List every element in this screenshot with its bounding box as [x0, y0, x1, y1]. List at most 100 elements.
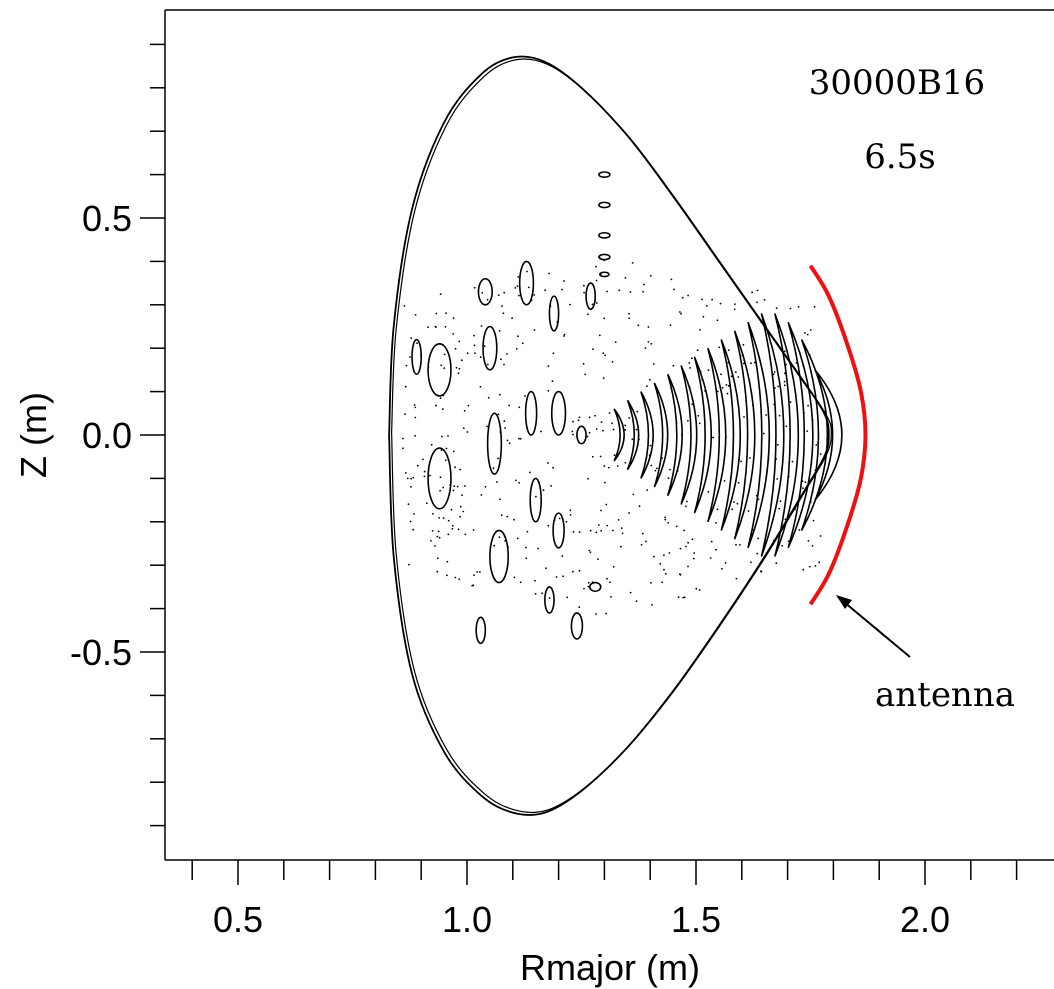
contour-dot	[514, 287, 517, 289]
contour-dot	[612, 529, 614, 532]
contour-dot	[588, 431, 591, 434]
contour-dot	[649, 378, 651, 381]
contour-dot	[695, 587, 698, 590]
contour-dot	[591, 581, 594, 583]
contour-dot	[603, 465, 606, 467]
contour-dot	[707, 369, 710, 372]
contour-dot	[516, 537, 519, 540]
contour-dot	[802, 568, 805, 571]
contour-dot	[547, 365, 550, 367]
antenna-curve	[808, 264, 868, 606]
contour-dot	[572, 433, 574, 436]
contour-dot	[644, 347, 647, 349]
contour-dot	[518, 406, 521, 409]
contour-dot	[791, 460, 794, 463]
contour-dot	[749, 457, 751, 459]
contour-dot	[682, 596, 685, 599]
contour-dot	[457, 528, 460, 531]
core-contour	[548, 295, 560, 332]
contour-dot	[524, 395, 526, 397]
contour-dot	[447, 519, 450, 522]
core-contour	[427, 343, 452, 397]
contour-dot	[508, 442, 511, 445]
contour-dot	[661, 457, 663, 459]
contour-dot	[563, 335, 565, 337]
contour-dot	[517, 335, 519, 338]
contour-dot	[731, 508, 733, 511]
contour-dot	[453, 485, 456, 488]
contour-dot	[442, 486, 445, 489]
contour-dot	[442, 394, 445, 397]
contour-dot	[807, 404, 809, 407]
contour-dot	[756, 301, 758, 304]
contour-dot	[492, 467, 495, 470]
contour-dot	[735, 577, 738, 580]
contour-dot	[635, 600, 638, 603]
contour-dot	[691, 357, 693, 360]
wave-front-contour	[733, 330, 756, 540]
contour-dot	[683, 596, 686, 599]
contour-dot	[434, 325, 437, 328]
contour-dot	[772, 373, 775, 376]
wave-front-contour	[666, 373, 683, 497]
contour-dot	[526, 270, 528, 273]
contour-dot	[779, 500, 782, 503]
contour-dot	[605, 612, 607, 615]
contour-dot	[586, 435, 589, 438]
contour-dot	[437, 530, 440, 533]
contour-dot	[438, 517, 441, 519]
contour-dot	[670, 278, 673, 281]
contour-dot	[429, 474, 431, 477]
contour-dot	[617, 519, 620, 521]
contour-dot	[656, 467, 658, 470]
contour-dot	[456, 485, 459, 488]
contour-dot	[458, 340, 461, 343]
contour-dot	[804, 332, 806, 334]
contour-dot	[608, 412, 611, 414]
contour-dot	[747, 510, 750, 512]
contour-dot	[679, 311, 681, 313]
contour-dot	[500, 514, 503, 516]
contour-dot	[487, 396, 490, 399]
contour-dot	[775, 562, 778, 565]
contour-dot	[668, 552, 671, 554]
contour-dot	[602, 352, 605, 354]
contour-dot	[416, 464, 419, 467]
contour-dot	[599, 455, 602, 458]
contour-dot	[503, 420, 506, 423]
contour-dot	[612, 566, 615, 568]
contour-dot	[672, 364, 675, 367]
contour-dot	[569, 514, 572, 516]
contour-dot	[434, 545, 436, 547]
contour-dot	[664, 572, 667, 575]
contour-dot	[669, 324, 672, 327]
contour-dot	[661, 581, 664, 584]
contour-dot	[680, 434, 683, 437]
contour-dot	[413, 404, 416, 406]
contour-dot	[527, 286, 530, 289]
contour-dot	[739, 355, 742, 357]
contour-dot	[441, 408, 444, 411]
contour-dot	[773, 403, 775, 406]
contour-dot	[423, 470, 426, 473]
contour-dot	[548, 597, 551, 599]
contour-dot	[445, 312, 447, 314]
contour-dot	[502, 312, 505, 315]
contour-dot	[652, 363, 655, 365]
contour-dot	[518, 294, 520, 297]
contour-dot	[647, 341, 650, 343]
contour-dot	[410, 337, 413, 339]
contour-dot	[705, 305, 708, 307]
contour-dot	[402, 437, 404, 440]
contour-dot	[464, 485, 466, 487]
contour-dot	[547, 462, 549, 464]
contour-dot	[538, 481, 541, 484]
contour-dot	[534, 579, 536, 582]
core-contour	[552, 512, 565, 549]
contour-dot	[716, 508, 719, 511]
contour-dot	[727, 384, 730, 387]
contour-dot	[583, 291, 585, 294]
contour-dot	[562, 575, 564, 578]
contour-dot	[778, 414, 781, 417]
contour-dot	[610, 596, 612, 598]
